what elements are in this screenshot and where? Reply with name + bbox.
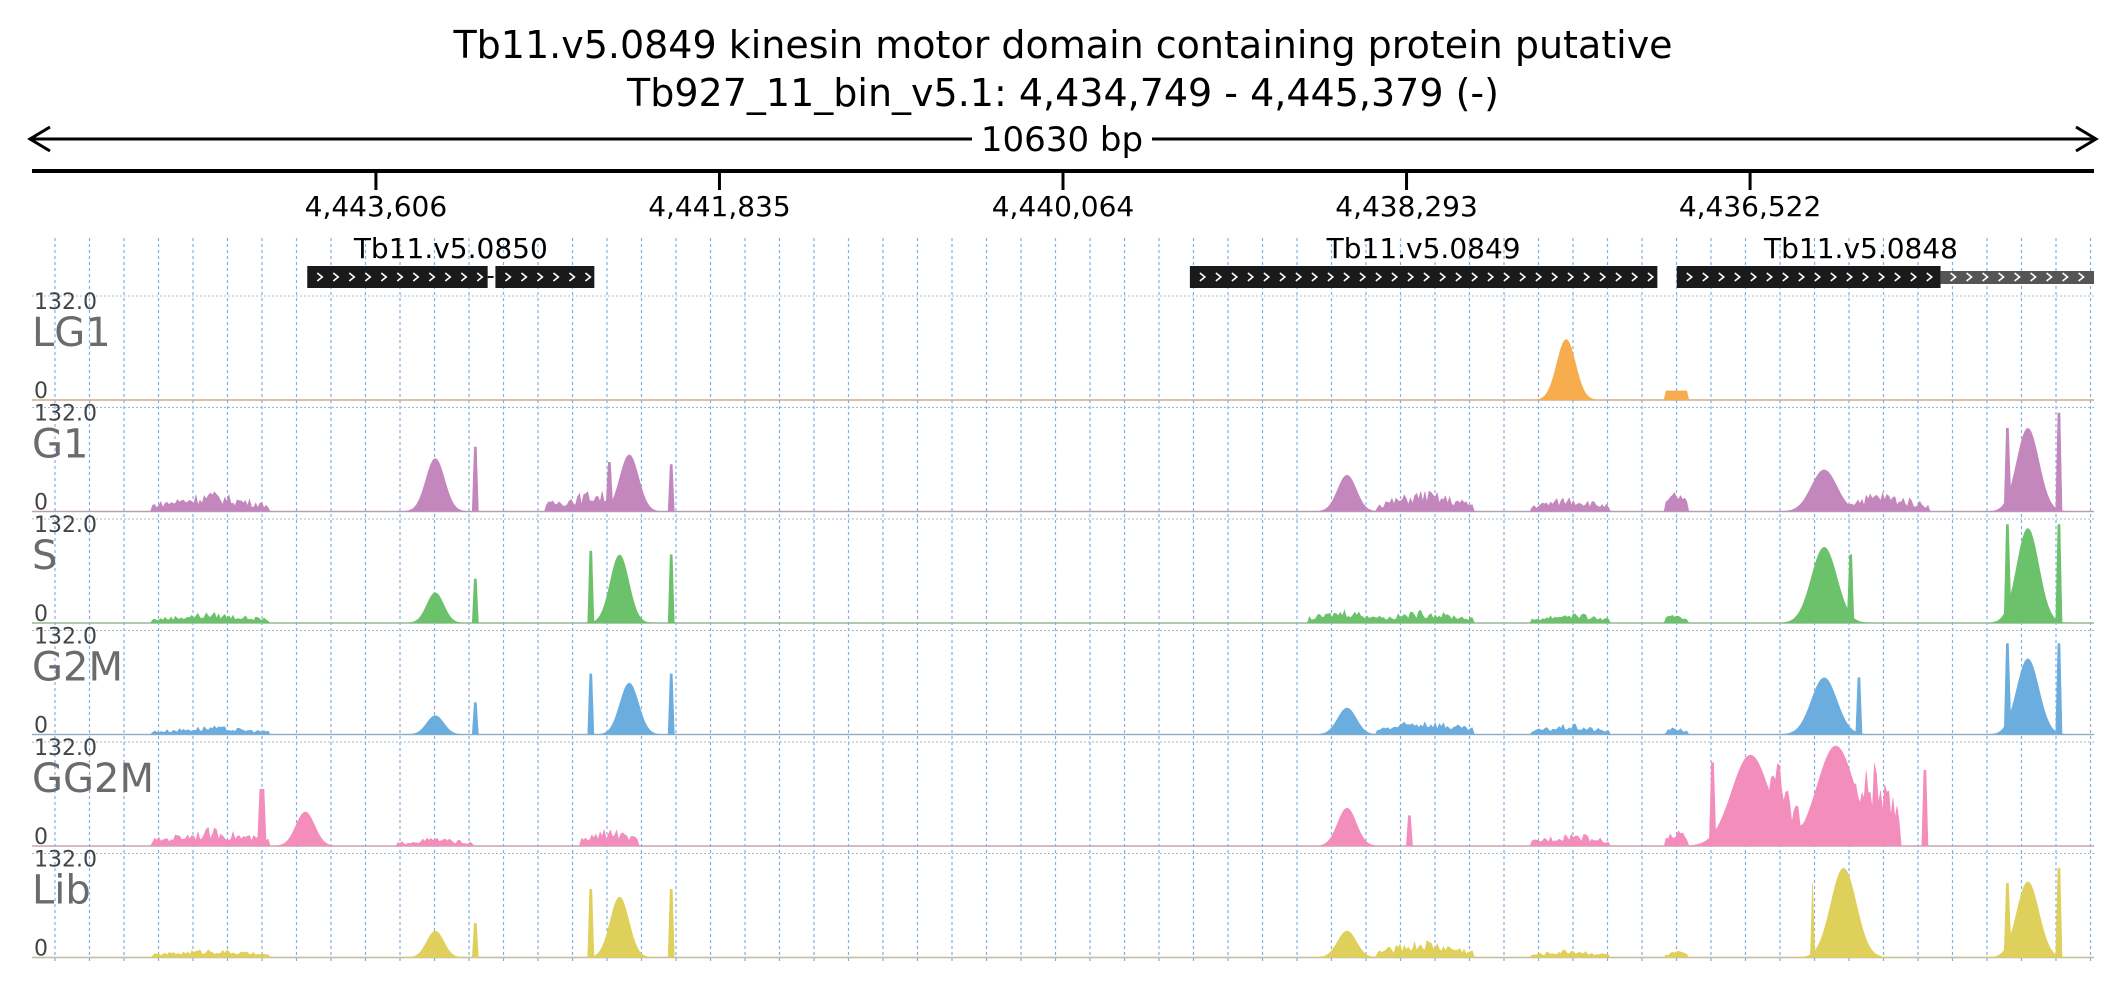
y-max-label: 132.0: [34, 625, 97, 650]
y-min-label: 0: [34, 491, 48, 516]
coverage-area: [32, 412, 2094, 512]
coverage-tracks: 132.00LG1132.00G1132.00S132.00G2M132.00G…: [32, 290, 2094, 962]
coverage-area: [32, 339, 2094, 401]
y-max-label: 132.0: [34, 736, 97, 761]
y-max-label: 132.0: [34, 848, 97, 873]
gene-annotations: Tb11.v5.0850 Tb11.v5.0849 Tb11.v5.0848: [307, 232, 2094, 288]
tick-label: 4,438,293: [1335, 190, 1478, 223]
tick-label: 4,443,606: [305, 190, 448, 223]
tick-label: 4,436,522: [1679, 190, 1822, 223]
track-G2M: 132.0 0 G2M: [32, 625, 2094, 739]
gene-Tb11.v5.0849: Tb11.v5.0849: [1189, 232, 1658, 288]
vertical-gridlines: [54, 238, 2092, 963]
coverage-area: [32, 745, 2094, 847]
track-label: LG1: [32, 310, 111, 356]
track-G1: 132.0 0 G1: [32, 402, 2094, 516]
track-GG2M: 132.0 0 GG2M: [32, 736, 2094, 850]
track-label: G2M: [32, 645, 123, 691]
track-label: S: [32, 533, 57, 579]
gene-label: Tb11.v5.0848: [1763, 232, 1958, 265]
gene-label: Tb11.v5.0850: [353, 232, 548, 265]
y-min-label: 0: [34, 937, 48, 962]
chart-title: Tb11.v5.0849 kinesin motor domain contai…: [452, 23, 1672, 67]
span-label: 10630 bp: [981, 120, 1143, 160]
y-min-label: 0: [34, 602, 48, 627]
track-S: 132.0 0 S: [32, 513, 2094, 627]
tick-label: 4,441,835: [648, 190, 791, 223]
gene-Tb11.v5.0850: Tb11.v5.0850: [307, 232, 595, 288]
track-LG1: 132.0 0 LG1: [32, 290, 2094, 404]
y-min-label: 0: [34, 714, 48, 739]
track-Lib: 132.0 0 Lib: [32, 848, 2094, 962]
coverage-area: [32, 867, 2094, 958]
y-min-label: 0: [34, 379, 48, 404]
span-arrow: 10630 bp: [27, 120, 2099, 160]
coverage-area: [32, 524, 2094, 624]
y-max-label: 132.0: [34, 402, 97, 427]
y-min-label: 0: [34, 825, 48, 850]
track-label: Lib: [32, 868, 91, 914]
track-label: GG2M: [32, 756, 154, 802]
y-max-label: 132.0: [34, 290, 97, 315]
tick-label: 4,440,064: [992, 190, 1135, 223]
y-max-label: 132.0: [34, 513, 97, 538]
chart-subtitle: Tb927_11_bin_v5.1: 4,434,749 - 4,445,379…: [626, 71, 1499, 115]
gene-label: Tb11.v5.0849: [1326, 232, 1521, 265]
coverage-area: [32, 643, 2094, 735]
track-label: G1: [32, 422, 88, 468]
gene-Tb11.v5.0848: Tb11.v5.0848: [1676, 232, 2094, 288]
ruler-ticks: 4,443,606 4,441,835 4,440,064 4,438,293 4,43…: [305, 171, 1822, 223]
